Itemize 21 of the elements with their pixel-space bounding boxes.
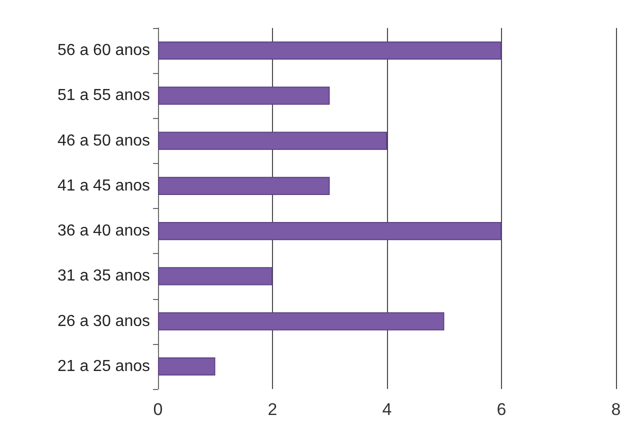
y-tick-label: 26 a 30 anos	[57, 312, 150, 330]
y-tick-label: 56 a 60 anos	[57, 42, 150, 60]
bar	[158, 267, 272, 286]
bar	[158, 86, 330, 105]
bar	[158, 312, 444, 330]
y-tick-label: 21 a 25 anos	[57, 358, 150, 375]
bar	[158, 132, 387, 150]
y-tick-label: 46 a 50 anos	[57, 132, 150, 150]
x-tick-label: 0	[153, 400, 163, 419]
bar	[158, 176, 330, 195]
x-tick-label: 4	[382, 400, 392, 419]
bar	[158, 222, 502, 240]
y-tick-label: 41 a 45 anos	[57, 177, 150, 194]
y-tick-label: 31 a 35 anos	[57, 268, 150, 285]
x-tick-label: 8	[611, 400, 621, 419]
x-tick-label: 6	[496, 400, 506, 419]
bar	[158, 42, 502, 60]
x-tick-label: 2	[268, 400, 278, 419]
y-tick-label: 36 a 40 anos	[57, 222, 150, 240]
bar	[158, 357, 216, 376]
y-tick-label: 51 a 55 anos	[57, 87, 150, 104]
